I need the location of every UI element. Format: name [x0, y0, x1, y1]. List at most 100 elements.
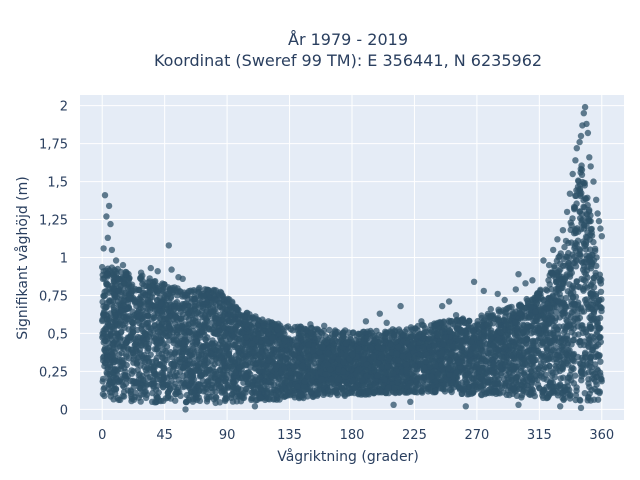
- data-point: [555, 383, 562, 390]
- data-point: [573, 278, 580, 285]
- data-point: [236, 344, 243, 351]
- data-point: [147, 329, 154, 336]
- data-point: [128, 346, 135, 353]
- data-point: [564, 312, 572, 319]
- chart-title-line-1: År 1979 - 2019: [288, 30, 408, 49]
- data-point: [190, 327, 197, 335]
- data-point: [479, 348, 486, 355]
- data-point: [129, 325, 136, 333]
- data-point: [399, 347, 406, 354]
- data-point: [263, 362, 270, 369]
- data-point: [577, 397, 584, 404]
- data-point: [560, 374, 567, 381]
- data-point: [270, 353, 277, 360]
- data-point: [135, 286, 142, 294]
- data-point: [324, 361, 331, 369]
- data-point: [116, 351, 123, 358]
- data-point: [358, 376, 366, 384]
- data-point: [314, 390, 321, 398]
- data-point: [556, 290, 563, 298]
- data-point: [555, 297, 562, 304]
- data-point: [487, 334, 495, 342]
- data-point: [108, 323, 115, 331]
- data-point: [100, 339, 107, 346]
- data-point: [553, 309, 560, 316]
- data-point: [325, 349, 332, 357]
- data-point: [457, 344, 465, 351]
- data-point: [598, 376, 605, 383]
- data-point: [335, 356, 342, 363]
- data-point: [525, 373, 533, 380]
- data-point: [145, 359, 152, 366]
- data-point: [364, 378, 371, 385]
- data-points: [99, 103, 605, 413]
- data-point: [331, 387, 339, 394]
- data-point: [455, 359, 462, 366]
- data-point: [567, 265, 575, 273]
- data-point: [150, 367, 157, 374]
- data-point: [321, 383, 328, 390]
- data-point: [210, 368, 218, 375]
- data-point: [183, 398, 191, 405]
- data-point: [263, 348, 270, 355]
- data-point: [228, 391, 236, 398]
- data-point: [406, 388, 413, 395]
- data-point: [547, 390, 554, 397]
- data-point: [224, 364, 231, 372]
- data-point: [458, 379, 466, 386]
- data-point: [101, 384, 108, 391]
- data-point: [283, 386, 290, 394]
- data-point: [291, 389, 298, 397]
- data-point: [532, 338, 539, 345]
- data-point: [580, 308, 588, 315]
- data-point: [590, 308, 598, 315]
- data-point: [531, 326, 538, 333]
- data-point: [546, 295, 553, 303]
- data-point: [432, 387, 439, 395]
- data-point: [225, 350, 233, 358]
- data-point: [521, 369, 528, 376]
- data-point: [231, 384, 238, 392]
- data-point: [420, 377, 427, 384]
- data-point: [576, 208, 584, 215]
- data-point: [347, 389, 355, 397]
- data-point: [159, 331, 167, 338]
- data-point: [355, 360, 362, 367]
- data-point: [468, 390, 475, 397]
- data-point: [533, 318, 540, 325]
- data-point: [122, 368, 129, 375]
- data-point: [560, 384, 568, 391]
- data-point: [473, 357, 481, 364]
- data-point: [445, 364, 452, 372]
- data-point: [186, 352, 193, 360]
- data-point: [103, 316, 111, 323]
- data-point: [596, 297, 603, 304]
- data-point: [559, 366, 566, 373]
- data-point: [484, 330, 492, 337]
- data-point: [497, 329, 505, 336]
- data-point: [269, 334, 276, 342]
- data-point: [114, 322, 122, 329]
- data-point: [257, 354, 265, 361]
- data-point: [294, 383, 301, 390]
- data-point: [452, 353, 459, 360]
- data-point: [587, 354, 594, 361]
- data-point: [582, 271, 589, 278]
- data-point: [318, 343, 326, 351]
- data-point: [200, 343, 208, 350]
- data-point: [572, 240, 579, 247]
- data-point: [414, 381, 422, 388]
- data-point: [111, 312, 118, 319]
- data-point: [201, 324, 208, 332]
- data-point: [495, 351, 502, 358]
- data-point: [563, 294, 570, 302]
- data-point: [539, 339, 547, 346]
- data-point: [137, 341, 145, 349]
- data-point: [152, 332, 159, 340]
- data-point: [405, 352, 412, 360]
- data-point: [587, 290, 594, 297]
- data-point: [256, 358, 263, 366]
- data-point: [476, 340, 483, 347]
- data-point: [471, 382, 479, 389]
- data-point: [577, 252, 584, 260]
